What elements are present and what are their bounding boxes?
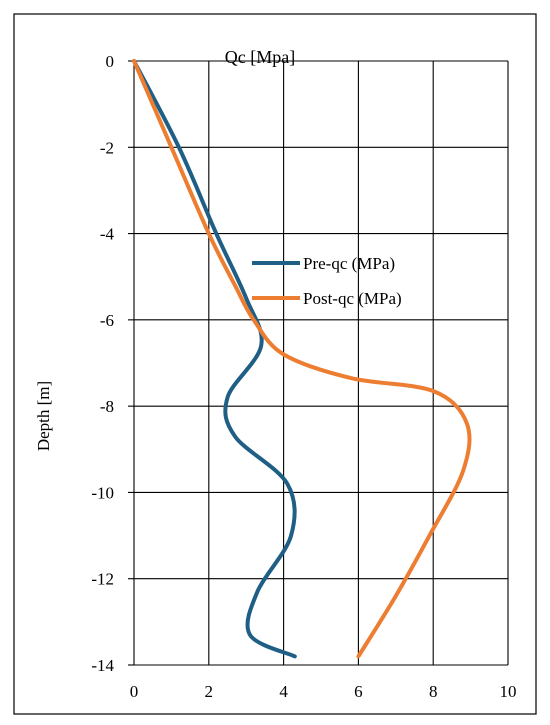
x-tick-label: 8 [429,682,438,701]
x-tick-label: 2 [205,682,214,701]
y-tick-label: -2 [100,138,114,157]
axis-layer: 0 2 4 6 8 10 0 -2 -4 -6 -8 -10 -12 -14 [91,52,516,701]
legend-label-pre-qc: Pre-qc (MPa) [303,254,395,273]
y-tick-label: 0 [106,52,115,71]
y-tick-label: -14 [91,656,114,675]
series-line-pre-qc [132,59,297,659]
y-tick-label: -8 [100,397,114,416]
y-tick-label: -4 [100,225,115,244]
legend-label-post-qc: Post-qc (MPa) [303,289,402,308]
series-layer [132,59,472,659]
chart-frame-border [13,13,537,715]
y-tick-label: -12 [91,570,114,589]
x-tick-label: 4 [279,682,288,701]
grid-lines [133,60,509,666]
x-tick-label: 10 [500,682,517,701]
x-tick-label: 0 [130,682,139,701]
y-axis-label: Depth [m] [34,381,53,451]
y-tick-label: -6 [100,311,114,330]
x-tick-label: 6 [354,682,363,701]
legend: Pre-qc (MPa) Post-qc (MPa) [252,254,402,308]
chart-title: Qc [Mpa] [225,47,295,67]
series-line-post-qc [132,59,472,659]
y-tick-label: -10 [91,483,114,502]
